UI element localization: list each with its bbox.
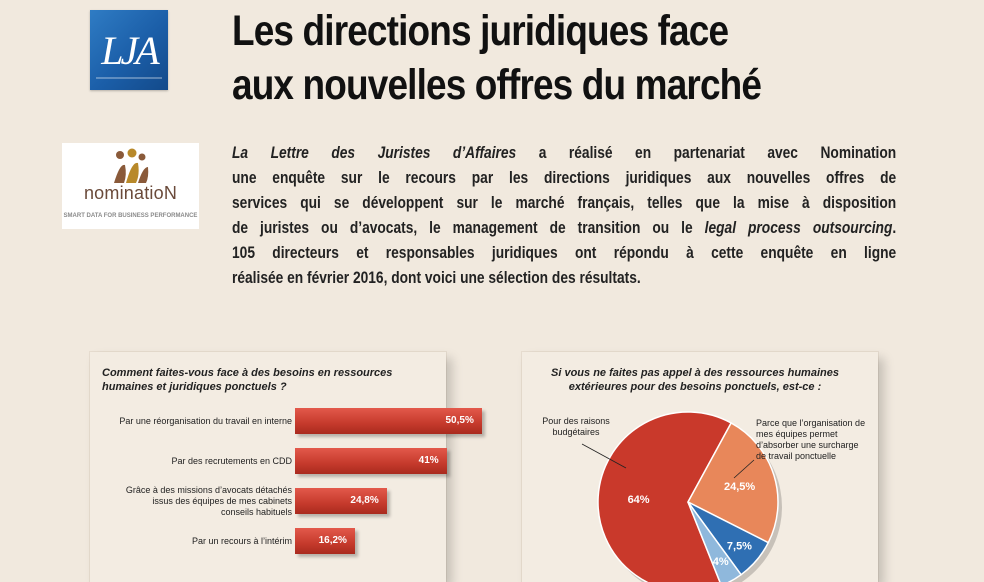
pie-value-label: 64%: [628, 494, 650, 506]
pie-leader-line: [733, 459, 755, 479]
bar-value-label: 50,5%: [445, 415, 474, 426]
intro-text: de juristes ou d’avocats, le management …: [232, 218, 705, 237]
bar-category-label: Par un recours à l’intérim: [191, 535, 292, 546]
pie-leader-lines: [581, 443, 755, 479]
nomination-figures-icon: [114, 148, 149, 183]
bar-category-label: Grâce à des missions d’avocats détachés …: [125, 484, 292, 517]
pie-slice-label: Pour des raisons budgétaires: [542, 416, 610, 437]
bar: 50,5%: [295, 408, 482, 434]
lja-logo-mark: LJA: [96, 28, 163, 79]
intro-text: a réalisé en partenariat avec Nomination: [516, 143, 897, 162]
lja-logo: LJA: [90, 10, 168, 90]
intro-line-5: 105 directeurs et responsables juridique…: [232, 240, 896, 265]
intro-text: services qui se développent sur le march…: [232, 193, 897, 212]
pie-slice-label: Parce que l’organisation de mes équipes …: [756, 418, 866, 461]
bar-value-label: 41%: [418, 455, 439, 466]
page-title: Les directions juridiques face aux nouve…: [232, 4, 851, 112]
intro-line-1: La Lettre des Juristes d’Affaires a réal…: [232, 140, 896, 165]
bar-chart-card: Comment faites-vous face à des besoins e…: [90, 352, 482, 582]
pie-chart-card: Si vous ne faites pas appel à des ressou…: [522, 352, 878, 582]
nomination-wordmark: nominatioN: [83, 183, 178, 203]
intro-line-4: de juristes ou d’avocats, le management …: [232, 215, 896, 240]
bar-value-label: 24,8%: [350, 495, 379, 506]
pie-slice: [597, 411, 733, 582]
bar-category-label: Par une réorganisation du travail en int…: [119, 415, 292, 426]
bar-chart-question: Comment faites-vous face à des besoins e…: [102, 367, 393, 393]
pie-value-label: 24,5%: [724, 481, 755, 493]
intro-line-3: services qui se développent sur le march…: [232, 190, 896, 215]
pie-leader-line: [581, 443, 627, 469]
publication-name: La Lettre des Juristes d’Affaires: [232, 143, 517, 162]
bar: 24,8%: [295, 488, 387, 514]
intro-text: une enquête sur le recours par les direc…: [232, 168, 897, 187]
bar-row: Par des recrutements en CDD 41%: [90, 448, 447, 478]
bar: 16,2%: [295, 528, 355, 554]
bar: 41%: [295, 448, 447, 474]
intro-italic: legal process outsourcing: [704, 218, 893, 237]
bar-value-label: 16,2%: [318, 535, 347, 546]
bar-row: Par un recours à l’intérim 16,2%: [90, 528, 446, 558]
nomination-tagline: SMART DATA FOR BUSINESS PERFORMANCE: [63, 213, 198, 219]
pie-chart: 64%24,5%7,5%4%: [597, 411, 782, 582]
nomination-logo: nominatioN SMART DATA FOR BUSINESS PERFO…: [62, 143, 199, 229]
intro-text: réalisée en février 2016, dont voici une…: [232, 268, 641, 287]
intro-line-6: réalisée en février 2016, dont voici une…: [232, 265, 896, 290]
pie-value-label: 7,5%: [727, 541, 752, 553]
intro-paragraph: La Lettre des Juristes d’Affaires a réal…: [232, 140, 896, 290]
pie-chart-question: Si vous ne faites pas appel à des ressou…: [551, 367, 839, 393]
bar-row: Grâce à des missions d’avocats détachés …: [90, 484, 446, 518]
intro-text: .: [892, 218, 897, 237]
svg-text:LJA: LJA: [100, 28, 160, 73]
bar-row: Par une réorganisation du travail en int…: [90, 408, 482, 438]
title-line-2: aux nouvelles offres du marché: [232, 61, 762, 109]
intro-line-2: une enquête sur le recours par les direc…: [232, 165, 896, 190]
title-line-1: Les directions juridiques face: [232, 7, 729, 55]
bar-category-label: Par des recrutements en CDD: [171, 455, 292, 466]
intro-text: 105 directeurs et responsables juridique…: [232, 243, 897, 262]
